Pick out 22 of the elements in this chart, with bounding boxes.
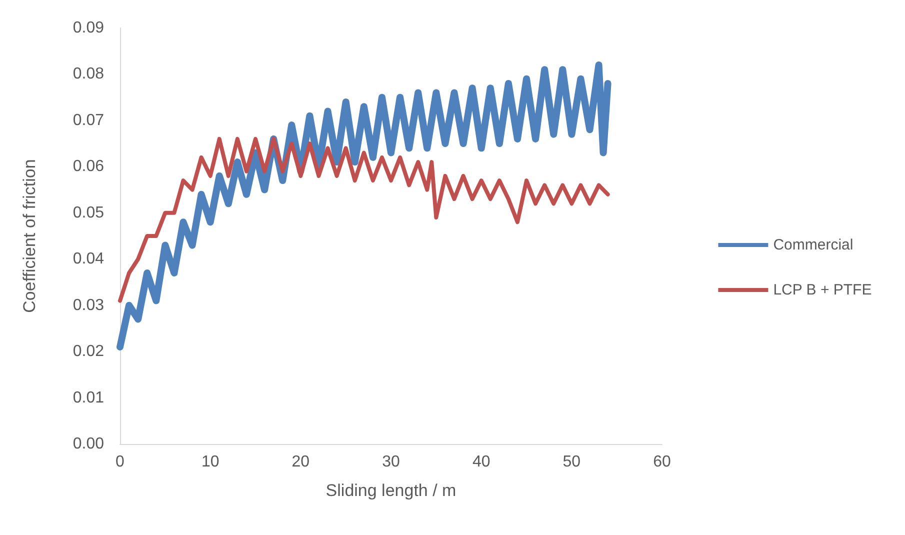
x-tick-label: 0: [116, 454, 125, 470]
x-tick-label: 30: [382, 454, 400, 470]
x-tick-label: 10: [201, 454, 220, 470]
y-tick-label: 0.09: [72, 20, 104, 36]
y-tick-label: 0.04: [72, 250, 104, 268]
x-tick-label: 60: [653, 454, 671, 470]
y-tick-label: 0.08: [72, 66, 104, 83]
y-tick-label: 0.01: [72, 389, 104, 406]
y-axis-title: Coefficient of friction: [20, 159, 39, 313]
y-tick-label: 0.05: [72, 204, 104, 222]
legend-label: Commercial: [773, 236, 854, 254]
y-tick-label: 0.02: [72, 343, 104, 360]
y-tick-label: 0.00: [72, 436, 104, 452]
legend-label: LCP B + PTFE: [773, 282, 872, 298]
y-tick-label: 0.06: [72, 158, 104, 176]
y-tick-label: 0.03: [72, 296, 104, 314]
x-axis-title: Sliding length / m: [326, 481, 456, 500]
line-series: [118, 136, 610, 303]
x-tick-label: 40: [472, 454, 490, 470]
x-tick-label: 20: [292, 454, 310, 470]
x-tick-label: 50: [562, 454, 581, 470]
y-tick-label: 0.07: [72, 112, 104, 129]
